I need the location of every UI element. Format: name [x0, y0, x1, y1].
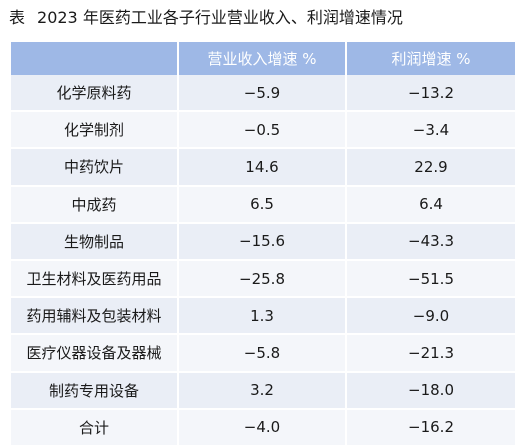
subsector-cell: 卫生材料及医药用品 — [11, 259, 179, 299]
table-row: 化学原料药 −5.9 −13.2 — [11, 75, 515, 113]
caption-title: 2023 年医药工业各子行业营业收入、利润增速情况 — [37, 8, 403, 27]
table-row: 生物制品 −15.6 −43.3 — [11, 222, 515, 261]
revenue-growth-cell: −0.5 — [178, 111, 347, 150]
revenue-growth-cell: 1.3 — [178, 297, 347, 336]
table-row-total: 合计 −4.0 −16.2 — [11, 408, 515, 447]
profit-growth-cell: −16.2 — [346, 408, 515, 447]
table-row: 中药饮片 14.6 22.9 — [11, 148, 515, 187]
caption-label: 表 — [9, 8, 26, 27]
revenue-growth-cell: −5.8 — [178, 334, 347, 373]
revenue-growth-cell: −4.0 — [178, 408, 347, 447]
subsector-cell: 药用辅料及包装材料 — [11, 297, 179, 336]
profit-growth-cell: −51.5 — [346, 259, 515, 299]
header-cell-subsector — [11, 42, 179, 75]
profit-growth-cell: −13.2 — [346, 75, 515, 113]
subsector-cell: 化学制剂 — [11, 111, 179, 150]
subsector-cell: 中成药 — [11, 185, 179, 224]
subsector-cell: 合计 — [11, 408, 179, 447]
table-caption: 表 2023 年医药工业各子行业营业收入、利润增速情况 — [9, 6, 403, 30]
subsector-cell: 医疗仪器设备及器械 — [11, 334, 179, 373]
revenue-growth-cell: 3.2 — [178, 371, 347, 410]
table-row: 医疗仪器设备及器械 −5.8 −21.3 — [11, 334, 515, 373]
table-row: 卫生材料及医药用品 −25.8 −51.5 — [11, 259, 515, 299]
revenue-growth-cell: −5.9 — [178, 75, 347, 113]
profit-growth-cell: −3.4 — [346, 111, 515, 150]
table-row: 药用辅料及包装材料 1.3 −9.0 — [11, 297, 515, 336]
subsector-cell: 中药饮片 — [11, 148, 179, 187]
page: 表 2023 年医药工业各子行业营业收入、利润增速情况 营业收入增速 % 利润增速… — [9, 6, 515, 447]
header-cell-profit-growth: 利润增速 % — [346, 42, 515, 75]
revenue-growth-cell: −15.6 — [178, 222, 347, 261]
table-row: 中成药 6.5 6.4 — [11, 185, 515, 224]
subsector-cell: 制药专用设备 — [11, 371, 179, 410]
profit-growth-cell: −43.3 — [346, 222, 515, 261]
subsector-cell: 生物制品 — [11, 222, 179, 261]
profit-growth-cell: 6.4 — [346, 185, 515, 224]
header-cell-revenue-growth: 营业收入增速 % — [178, 42, 347, 75]
subsector-cell: 化学原料药 — [11, 75, 179, 113]
revenue-growth-cell: 14.6 — [178, 148, 347, 187]
profit-growth-cell: 22.9 — [346, 148, 515, 187]
table-header: 营业收入增速 % 利润增速 % — [11, 42, 515, 75]
revenue-growth-cell: −25.8 — [178, 259, 347, 299]
profit-growth-cell: −9.0 — [346, 297, 515, 336]
header-row: 营业收入增速 % 利润增速 % — [11, 42, 515, 75]
revenue-growth-cell: 6.5 — [178, 185, 347, 224]
table-row: 化学制剂 −0.5 −3.4 — [11, 111, 515, 150]
profit-growth-cell: −18.0 — [346, 371, 515, 410]
growth-table: 营业收入增速 % 利润增速 % 化学原料药 −5.9 −13.2 化学制剂 −0… — [11, 42, 515, 447]
profit-growth-cell: −21.3 — [346, 334, 515, 373]
table-row: 制药专用设备 3.2 −18.0 — [11, 371, 515, 410]
table-body: 化学原料药 −5.9 −13.2 化学制剂 −0.5 −3.4 中药饮片 14.… — [11, 75, 515, 447]
